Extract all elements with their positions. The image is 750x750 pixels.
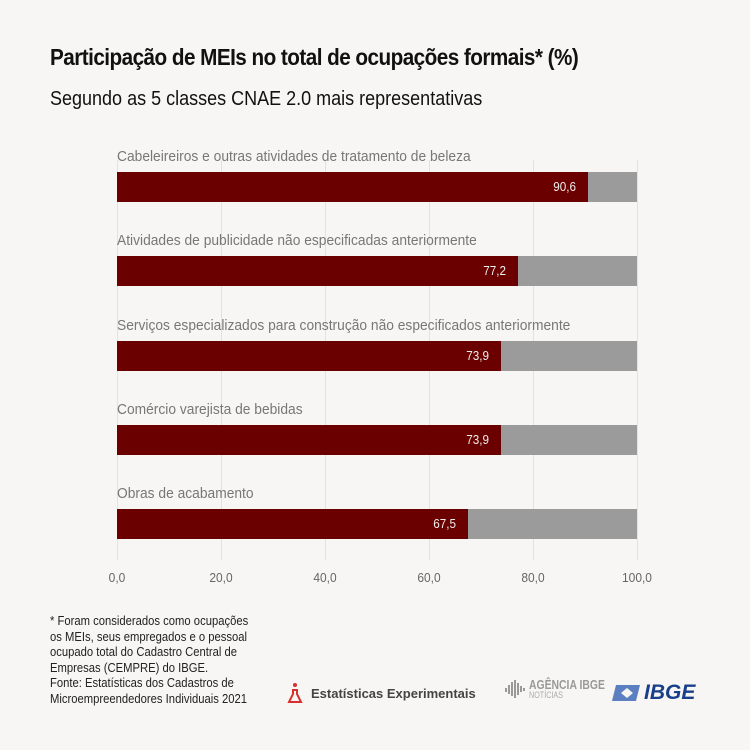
- data-label: 67,5: [433, 516, 457, 532]
- remainder-bar: 67,5: [117, 509, 637, 540]
- noticias-text: NOTÍCIAS: [529, 690, 564, 700]
- remainder-bar: 73,9: [117, 340, 637, 371]
- value-bar: [117, 172, 589, 202]
- remainder-bar: 90,6: [117, 172, 637, 202]
- chart-title: Participação de MEIs no total de ocupaçõ…: [50, 44, 579, 70]
- estatisticas-experimentais-logo: Estatísticas Experimentais: [287, 682, 476, 704]
- footnote-line: * Foram considerados como ocupações: [50, 614, 249, 628]
- footnote-line: Empresas (CEMPRE) do IBGE.: [50, 660, 209, 675]
- footnote-line: ocupado total do Cadastro Central de: [50, 645, 238, 659]
- footnote-line: Fonte: Estatísticas dos Cadastros de: [50, 676, 234, 690]
- agencia-text: AGÊNCIA IBGE: [529, 677, 605, 692]
- flask-icon: [287, 683, 303, 703]
- remainder-bar: 73,9: [117, 424, 637, 455]
- data-label: 73,9: [466, 431, 490, 447]
- gridline: [637, 160, 638, 560]
- data-label: 90,6: [553, 179, 577, 194]
- x-tick-label: 80,0: [521, 570, 545, 585]
- experimentais-text: Estatísticas Experimentais: [311, 685, 476, 701]
- value-bar: [117, 340, 502, 371]
- category-label: Comércio varejista de bebidas: [117, 400, 303, 418]
- x-tick-label: 40,0: [313, 570, 337, 585]
- chart-subtitle: Segundo as 5 classes CNAE 2.0 mais repre…: [50, 88, 483, 110]
- value-bar: [117, 424, 502, 455]
- x-tick-label: 0,0: [108, 570, 126, 585]
- data-label: 73,9: [466, 347, 490, 363]
- ibge-mark-icon: [612, 685, 640, 701]
- category-label: Serviços especializados para construção …: [117, 316, 571, 334]
- agencia-ibge-logo: AGÊNCIA IBGE NOTÍCIAS: [505, 677, 624, 700]
- value-bar: [117, 509, 468, 540]
- x-tick-label: 60,0: [417, 570, 441, 585]
- footnote-line: os MEIs, seus empregados e o pessoal: [50, 629, 247, 644]
- value-bar: [117, 256, 519, 287]
- x-tick-label: 100,0: [622, 570, 652, 585]
- category-label: Obras de acabamento: [117, 485, 254, 503]
- x-tick-label: 20,0: [209, 570, 233, 585]
- ibge-logo: IBGE: [611, 681, 695, 705]
- footnote: * Foram considerados como ocupações os M…: [50, 614, 248, 707]
- ibge-text: IBGE: [644, 681, 696, 704]
- data-label: 77,2: [483, 263, 507, 279]
- remainder-bar: 77,2: [117, 256, 637, 287]
- agencia-mark-icon: [505, 680, 525, 698]
- footnote-line: Microempreendedores Individuais 2021: [50, 691, 248, 706]
- category-label: Cabeleireiros e outras atividades de tra…: [117, 148, 471, 165]
- category-label: Atividades de publicidade não especifica…: [117, 232, 477, 250]
